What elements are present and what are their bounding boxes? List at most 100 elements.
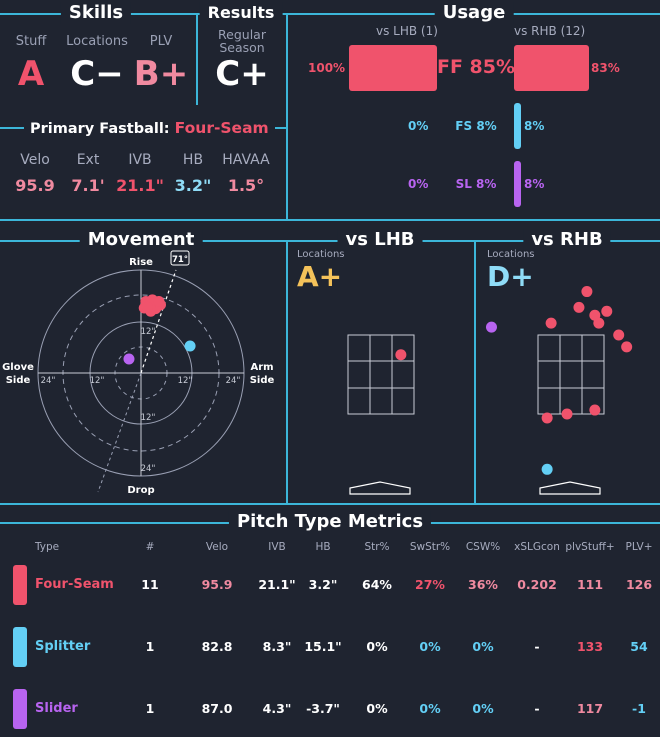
home-plate — [349, 481, 411, 495]
primary-fastball-label: Primary Fastball: — [30, 121, 170, 137]
top-rule — [0, 13, 660, 15]
arm-angle-box — [170, 250, 190, 266]
metrics-cell: 8.3" — [262, 639, 292, 654]
metrics-cell: 0% — [419, 701, 441, 716]
movement-point-four-seam — [142, 301, 153, 313]
metrics-type-slider: Slider — [35, 701, 78, 716]
vs-rhb-title: vs RHB — [523, 229, 611, 251]
home-plate — [539, 481, 601, 495]
metrics-header-9: plvStuff+ — [565, 541, 615, 553]
metrics-cell: 0% — [366, 701, 388, 716]
metrics-cell: 15.1" — [304, 639, 342, 654]
usage-overall-fs: FS 8% — [455, 119, 497, 133]
metrics-swatch-slider — [13, 689, 27, 729]
metrics-cell: 1 — [145, 701, 155, 716]
metrics-cell: 95.9 — [201, 577, 233, 592]
metrics-header-2: Velo — [205, 541, 229, 553]
skills-results-divider — [196, 13, 198, 105]
primary-stat-label-velo: Velo — [20, 152, 50, 168]
primary-stat-value-ivb: 21.1" — [116, 176, 164, 195]
usage-overall-ff: FF 85% — [436, 56, 516, 78]
metrics-type-four-seam: Four-Seam — [35, 577, 114, 592]
primary-stat-label-havaa: HAVAA — [222, 152, 270, 168]
rhb-points-point-four-seam — [621, 341, 633, 353]
rhb-points-point-four-seam — [561, 408, 573, 420]
primary-stat-value-ext: 7.1' — [71, 176, 105, 195]
results-title: Results — [199, 2, 283, 24]
metrics-cell: 126 — [625, 577, 653, 592]
metrics-cell: 82.8 — [201, 639, 233, 654]
vs-lhb-grade: A+ — [297, 260, 343, 293]
usage-rhb-pct-ff: 83% — [591, 61, 620, 75]
usage-rhb-header: vs RHB (12) — [514, 24, 586, 38]
movement-divider — [286, 240, 288, 504]
metrics-cell: 0.202 — [517, 577, 557, 592]
metrics-cell: 111 — [576, 577, 604, 592]
lhb-zone-box — [347, 334, 415, 415]
usage-lhb-header: vs LHB (1) — [376, 24, 438, 38]
metrics-cell: 36% — [468, 577, 498, 592]
metrics-header-10: PLV+ — [625, 541, 653, 553]
glove-side-label-2: Side — [6, 375, 31, 386]
locations-grade: C− — [70, 54, 124, 94]
metrics-header-7: CSW% — [465, 541, 501, 553]
metrics-header-3: IVB — [268, 541, 286, 553]
primary-stat-value-havaa: 1.5° — [227, 176, 265, 195]
vs-rhb-zone — [485, 286, 633, 495]
movement-point-splitter — [184, 340, 196, 352]
metrics-cell: 117 — [576, 701, 604, 716]
ring-label-24-bottom: 24" — [141, 464, 156, 474]
rhb-points-point-splitter — [541, 463, 553, 475]
metrics-cell: 1 — [145, 639, 155, 654]
stuff-label: Stuff — [15, 34, 47, 49]
primary-stat-value-hb: 3.2" — [174, 176, 212, 195]
results-label-line1: Regular — [218, 27, 266, 42]
metrics-cell: 0% — [366, 639, 388, 654]
rhb-points-point-four-seam — [593, 317, 605, 329]
metrics-cell: 0% — [419, 639, 441, 654]
vs-lhb-points — [395, 349, 407, 361]
rhb-points-point-four-seam — [613, 329, 625, 341]
metrics-cell: 11 — [141, 577, 159, 592]
arm-angle-value: 71° — [172, 255, 188, 265]
ring-label-24-right: 24" — [226, 376, 241, 386]
vs-rhb-points — [485, 286, 633, 475]
metrics-header-6: SwStr% — [409, 541, 451, 553]
rhb-zone-box — [537, 334, 605, 415]
metrics-cell: 54 — [630, 639, 648, 654]
drop-label: Drop — [127, 485, 154, 496]
vs-rhb-locations-label: Locations — [487, 249, 535, 260]
metrics-cell: -3.7" — [306, 701, 340, 716]
movement-rule — [0, 240, 660, 242]
vs-rhb-grade: D+ — [487, 260, 534, 293]
metrics-type-splitter: Splitter — [35, 639, 91, 654]
primary-fastball-heading: Primary Fastball: Four-Seam — [24, 117, 275, 140]
metrics-cell: -1 — [632, 701, 646, 716]
vs-lhb-locations-label: Locations — [297, 249, 345, 260]
rhb-points-point-four-seam — [545, 317, 557, 329]
rise-label: Rise — [129, 257, 153, 268]
metrics-cell: 3.2" — [308, 577, 338, 592]
rhb-points-point-four-seam — [573, 301, 585, 313]
lhb-points-point-four-seam — [395, 349, 407, 361]
section-rule-1 — [0, 219, 660, 221]
results-label-line2: Season — [219, 40, 265, 55]
primary-stat-label-hb: HB — [182, 152, 204, 168]
metrics-header-1: # — [145, 541, 155, 553]
rhb-points-point-four-seam — [581, 286, 593, 298]
metrics-cell: - — [534, 639, 540, 654]
metrics-cell: - — [534, 701, 540, 716]
rhb-points-point-four-seam — [589, 404, 601, 416]
movement-title: Movement — [79, 229, 203, 251]
metrics-cell: 64% — [362, 577, 392, 592]
usage-bar-rhb-sl — [514, 161, 521, 207]
arm-side-label-1: Arm — [250, 362, 273, 373]
locations-divider — [474, 240, 476, 504]
usage-rhb-pct-fs: 8% — [524, 119, 545, 133]
movement-plot: Rise Drop Glove Side Arm Side 12" 12" 12… — [2, 250, 274, 496]
locations-label: Locations — [66, 34, 128, 49]
usage-bar-rhb-fs — [514, 103, 521, 149]
metrics-cell: 27% — [415, 577, 445, 592]
stuff-grade: A — [17, 54, 45, 94]
usage-overall-sl: SL 8% — [455, 177, 497, 191]
